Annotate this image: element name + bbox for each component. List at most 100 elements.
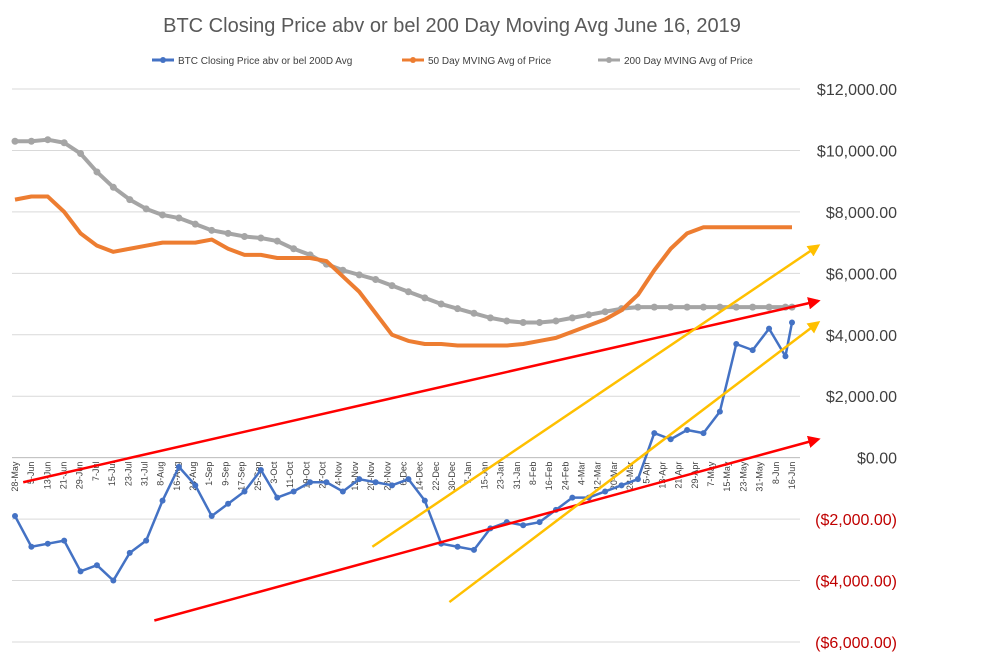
x-tick-label: 21-Apr: [674, 462, 684, 489]
y-tick-label: ($4,000.00): [815, 574, 897, 591]
x-tick-label: 24-Feb: [560, 462, 570, 491]
x-tick-label: 17-Sep: [237, 462, 247, 491]
legend-label: BTC Closing Price abv or bel 200D Avg: [178, 56, 352, 67]
data-point: [191, 220, 199, 228]
series-layer: [11, 136, 796, 584]
x-tick-label: 9-Sep: [220, 462, 230, 486]
data-point: [257, 466, 264, 473]
x-tick-label: 5-Jun: [26, 462, 36, 485]
data-point: [77, 150, 85, 158]
x-tick-label: 20-Nov: [366, 461, 376, 491]
series-line-3: [15, 137, 792, 325]
data-point: [388, 282, 396, 290]
x-tick-label: 12-Mar: [593, 462, 603, 491]
x-tick-label: 4-Mar: [577, 462, 587, 486]
x-tick-label: 22-Dec: [431, 461, 441, 491]
series-line-2: [14, 194, 792, 348]
data-point: [175, 463, 182, 470]
data-point: [667, 303, 675, 311]
data-point: [568, 314, 576, 322]
x-tick-label: 7-Jan: [463, 462, 473, 485]
data-point: [44, 136, 52, 144]
legend-marker: [410, 57, 416, 63]
data-point: [61, 537, 68, 544]
data-point: [470, 546, 477, 553]
data-point: [602, 488, 609, 495]
data-point: [27, 137, 35, 145]
x-tick-label: 19-Oct: [301, 461, 311, 489]
y-tick-label: $12,000.00: [817, 82, 897, 99]
data-point: [126, 549, 133, 556]
x-tick-label: 24-Aug: [188, 462, 198, 491]
data-point: [273, 237, 281, 245]
legend-marker: [160, 57, 166, 63]
trendline-annotations: [22, 244, 821, 622]
data-point: [716, 303, 724, 311]
data-point: [355, 271, 363, 279]
data-point: [241, 488, 248, 495]
yellow-trend-arrow: [371, 244, 821, 548]
y-tick-label: $0.00: [857, 451, 897, 468]
x-tick-label: 15-Jul: [107, 462, 117, 487]
data-point: [323, 479, 330, 486]
data-point: [208, 226, 216, 234]
data-point: [437, 300, 445, 308]
data-point: [683, 303, 691, 311]
legend-label: 50 Day MVING Avg of Price: [428, 56, 552, 67]
x-tick-label: 16-Jun: [787, 462, 797, 490]
x-tick-label: 23-May: [738, 461, 748, 492]
x-tick-label: 31-May: [755, 461, 765, 492]
x-tick-label: 3-Oct: [269, 461, 279, 484]
data-point: [290, 488, 297, 495]
yellow-trend-arrow: [448, 320, 821, 604]
data-point: [503, 317, 511, 325]
data-point: [389, 482, 396, 489]
data-point: [372, 275, 380, 283]
data-point: [733, 340, 740, 347]
x-tick-label: 6-Dec: [399, 461, 409, 486]
data-point: [11, 137, 19, 145]
legend-item: BTC Closing Price abv or bel 200D Avg: [152, 56, 352, 67]
legend-item: 200 Day MVING Avg of Price: [598, 56, 753, 67]
data-point: [684, 427, 691, 434]
y-tick-label: ($2,000.00): [815, 512, 897, 529]
x-tick-label: 5-Apr: [641, 462, 651, 484]
data-point: [224, 229, 232, 237]
data-point: [454, 305, 462, 313]
red-trend-arrow: [22, 297, 821, 484]
legend-item: 50 Day MVING Avg of Price: [402, 56, 552, 67]
x-tick-label: 29-Jun: [75, 462, 85, 490]
x-axis: 28-May 5-Jun 13-Jun 21-Jun 29-Jun 7-Jul 15-Jul…: [10, 461, 797, 492]
data-point: [749, 303, 757, 311]
data-point: [732, 303, 740, 311]
legend-marker: [606, 57, 612, 63]
data-point: [109, 183, 117, 191]
x-tick-label: 23-Jul: [123, 462, 133, 487]
data-point: [110, 577, 117, 584]
x-tick-label: 31-Jan: [512, 462, 522, 490]
x-tick-label: 30-Dec: [447, 461, 457, 491]
x-tick-label: 4-Nov: [334, 461, 344, 486]
data-point: [159, 497, 166, 504]
data-point: [650, 303, 658, 311]
y-tick-label: $8,000.00: [826, 205, 897, 222]
series-line-1: [13, 322, 794, 582]
x-tick-label: 1-Sep: [204, 462, 214, 486]
data-point: [44, 540, 51, 547]
x-tick-label: 27-Oct: [318, 461, 328, 489]
y-tick-label: $4,000.00: [826, 328, 897, 345]
data-point: [143, 537, 150, 544]
data-point: [93, 562, 100, 569]
data-point: [634, 303, 642, 311]
x-tick-label: 7-Jul: [91, 462, 101, 482]
data-point: [536, 318, 544, 326]
y-tick-label: ($6,000.00): [815, 635, 897, 652]
data-point: [634, 476, 641, 483]
x-tick-label: 16-Feb: [544, 462, 554, 491]
data-point: [749, 347, 756, 354]
data-point: [159, 211, 167, 219]
data-point: [618, 482, 625, 489]
x-tick-label: 15-May: [722, 461, 732, 492]
y-tick-label: $10,000.00: [817, 143, 897, 160]
